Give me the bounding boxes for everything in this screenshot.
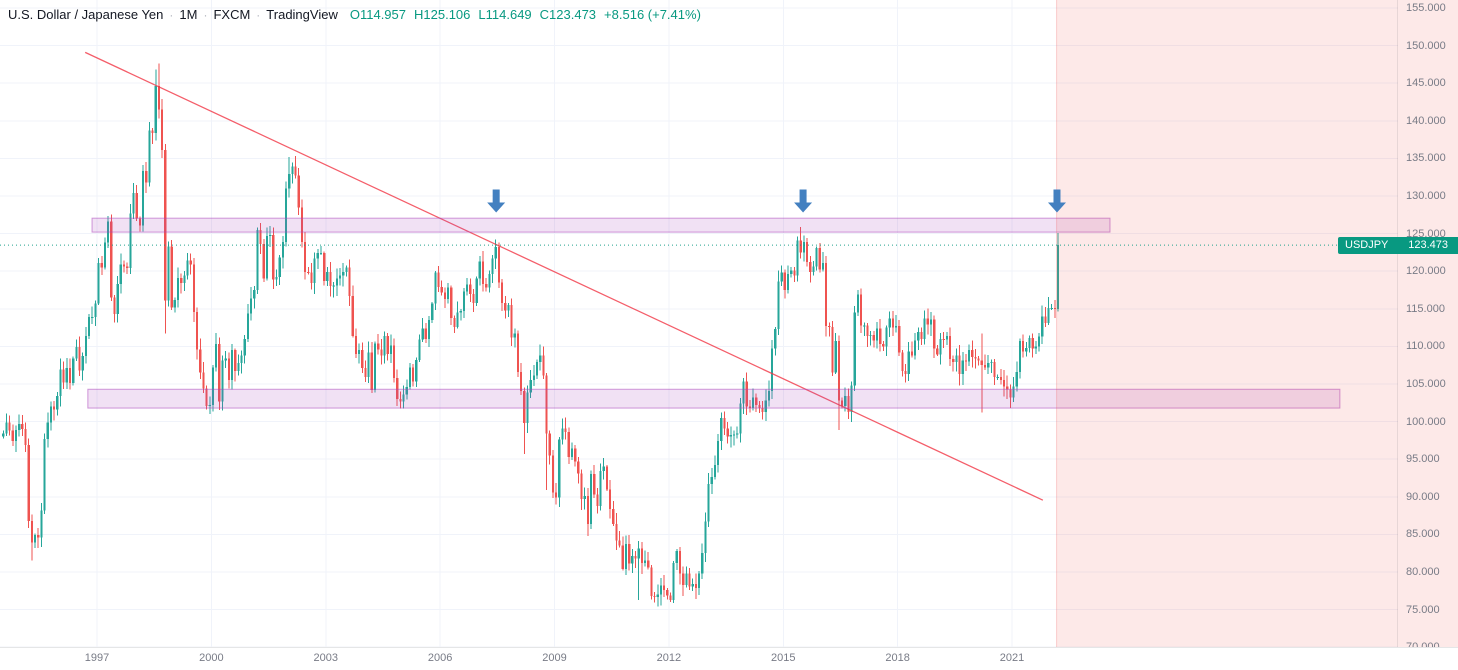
- price-axis-label: 110.000: [1406, 340, 1445, 353]
- time-axis-label: 2000: [199, 652, 224, 664]
- high-value: H125.106: [414, 7, 471, 22]
- chart-legend: U.S. Dollar / Japanese Yen · 1M · FXCM ·…: [8, 7, 701, 22]
- time-axis-label: 2012: [656, 652, 682, 664]
- last-price-flag: USDJPY 123.473: [1338, 236, 1458, 254]
- price-axis-label: 75.000: [1406, 603, 1440, 616]
- separator-dot: ·: [256, 8, 261, 22]
- price-axis-label: 135.000: [1406, 152, 1446, 165]
- change-value: +8.516 (+7.41%): [604, 7, 701, 22]
- price-axis-label: 120.000: [1406, 265, 1446, 278]
- time-axis-label: 2018: [885, 652, 910, 664]
- time-axis-label: 2006: [427, 652, 453, 664]
- down-arrow-marker-2[interactable]: [794, 189, 813, 213]
- low-value: L114.649: [478, 7, 532, 22]
- flag-symbol: USDJPY: [1345, 239, 1389, 252]
- price-axis-label: 145.000: [1406, 77, 1446, 90]
- time-axis-label: 2015: [771, 652, 796, 664]
- support-zone-rect[interactable]: [87, 388, 1341, 409]
- price-axis-label: 90.000: [1406, 490, 1440, 503]
- descending-trendline[interactable]: [84, 51, 1044, 501]
- ohlc-readout: O114.957 H125.106 L114.649 C123.473 +8.5…: [350, 7, 701, 22]
- price-axis-label: 105.000: [1406, 378, 1446, 390]
- price-axis-label: 150.000: [1406, 39, 1446, 52]
- down-arrow-marker-1[interactable]: [487, 189, 506, 213]
- price-axis-label: 155.000: [1406, 2, 1446, 14]
- platform-label[interactable]: TradingView: [266, 7, 338, 22]
- candles: [2, 63, 1060, 607]
- close-value: C123.473: [539, 7, 597, 22]
- price-axis[interactable]: 155.000 150.000 145.000 140.000 135.000 130.0…: [1397, 0, 1458, 653]
- time-axis-label: 1997: [84, 652, 110, 664]
- price-axis-label: 115.000: [1406, 302, 1445, 315]
- flag-price: 123.473: [1408, 239, 1448, 252]
- open-value: O114.957: [349, 7, 406, 22]
- down-arrow-marker-3[interactable]: [1047, 189, 1066, 213]
- symbol-title[interactable]: U.S. Dollar / Japanese Yen: [8, 7, 164, 22]
- separator-dot: ·: [169, 8, 174, 22]
- time-axis-label: 2003: [313, 652, 338, 664]
- time-axis-label: 2021: [999, 652, 1025, 664]
- price-axis-label: 80.000: [1406, 566, 1440, 578]
- interval-button[interactable]: 1M: [179, 7, 198, 22]
- separator-dot: ·: [203, 8, 208, 22]
- price-axis-label: 100.000: [1406, 415, 1446, 428]
- price-axis-label: 95.000: [1406, 453, 1440, 466]
- future-highlight-region[interactable]: [1056, 0, 1458, 648]
- time-axis-label: 2009: [542, 652, 567, 664]
- time-axis[interactable]: 1997 2000 2003 2006 2009 2012 2015 2018 2021: [0, 647, 1458, 670]
- price-axis-label: 140.000: [1406, 114, 1446, 127]
- price-axis-label: 85.000: [1406, 528, 1440, 541]
- price-axis-label: 130.000: [1406, 190, 1446, 202]
- exchange-label[interactable]: FXCM: [213, 7, 251, 22]
- resistance-zone-rect[interactable]: [91, 217, 1111, 233]
